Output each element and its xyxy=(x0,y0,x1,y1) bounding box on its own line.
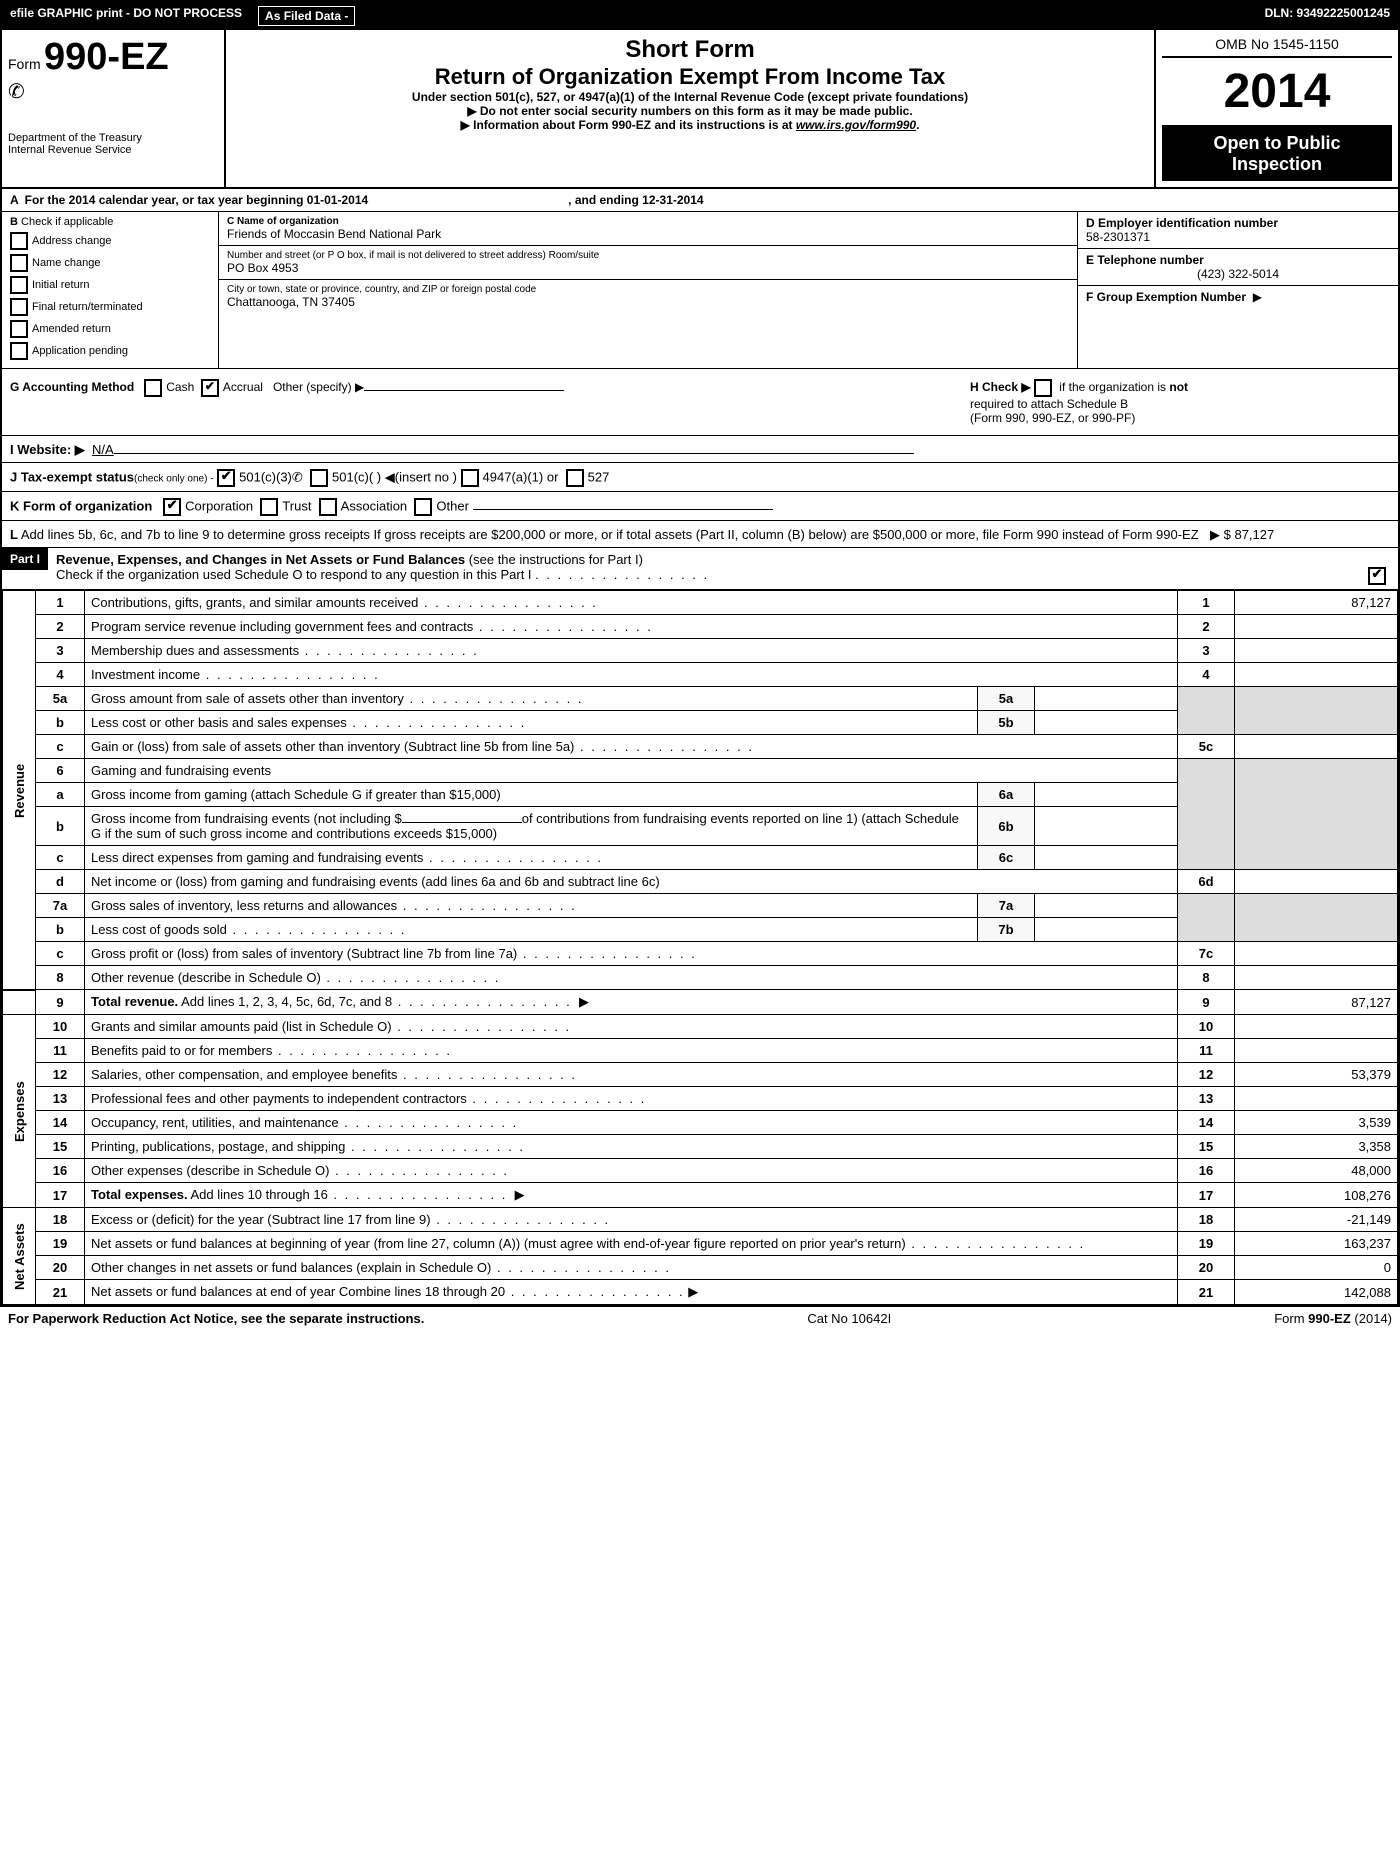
line-2: 2Program service revenue including gover… xyxy=(3,615,1398,639)
line-16-value: 48,000 xyxy=(1235,1159,1398,1183)
dln-number: DLN: 93492225001245 xyxy=(1265,6,1390,26)
financial-table: Revenue 1 Contributions, gifts, grants, … xyxy=(2,590,1398,1305)
row-i-website: I Website: ▶ N/A xyxy=(2,436,1398,463)
phone-value: (423) 322-5014 xyxy=(1086,267,1390,281)
row-k-form-org: K Form of organization ✔Corporation Trus… xyxy=(2,492,1398,521)
check-schedule-o[interactable]: ✔ xyxy=(1368,567,1386,585)
org-street: PO Box 4953 xyxy=(227,261,1069,275)
row-a-tax-year: A For the 2014 calendar year, or tax yea… xyxy=(2,189,1398,212)
part-1-header: Part I Revenue, Expenses, and Changes in… xyxy=(2,548,1398,590)
line-6d: dNet income or (loss) from gaming and fu… xyxy=(3,870,1398,894)
check-accrual[interactable]: ✔ xyxy=(201,379,219,397)
check-schedule-b[interactable] xyxy=(1034,379,1052,397)
line-9: 9Total revenue. Add lines 1, 2, 3, 4, 5c… xyxy=(3,990,1398,1015)
line-12-value: 53,379 xyxy=(1235,1063,1398,1087)
line-18-value: -21,149 xyxy=(1235,1208,1398,1232)
line-15-value: 3,358 xyxy=(1235,1135,1398,1159)
line-20-value: 0 xyxy=(1235,1256,1398,1280)
line-17-value: 108,276 xyxy=(1235,1183,1398,1208)
check-cash[interactable] xyxy=(144,379,162,397)
line-1-value: 87,127 xyxy=(1235,591,1398,615)
irs-link[interactable]: www.irs.gov/form990 xyxy=(796,118,916,132)
info-notice: ▶ Information about Form 990-EZ and its … xyxy=(461,118,796,132)
ssn-notice: ▶ Do not enter social security numbers o… xyxy=(232,104,1148,118)
check-other-org[interactable] xyxy=(414,498,432,516)
line-7c: cGross profit or (loss) from sales of in… xyxy=(3,942,1398,966)
form-ref: 990-EZ xyxy=(1308,1311,1351,1326)
open-public-2: Inspection xyxy=(1162,154,1392,175)
line-15: 15Printing, publications, postage, and s… xyxy=(3,1135,1398,1159)
line-11: 11Benefits paid to or for members11 xyxy=(3,1039,1398,1063)
check-amended-return[interactable] xyxy=(10,320,28,338)
line-14-value: 3,539 xyxy=(1235,1111,1398,1135)
open-public-1: Open to Public xyxy=(1162,133,1392,154)
gross-receipts-value: $ 87,127 xyxy=(1224,527,1275,542)
line-7a: 7aGross sales of inventory, less returns… xyxy=(3,894,1398,918)
website-value: N/A xyxy=(92,442,114,457)
line-21: 21Net assets or fund balances at end of … xyxy=(3,1280,1398,1305)
line-13: 13Professional fees and other payments t… xyxy=(3,1087,1398,1111)
dept-treasury: Department of the Treasury xyxy=(8,132,218,144)
check-trust[interactable] xyxy=(260,498,278,516)
org-city: Chattanooga, TN 37405 xyxy=(227,295,1069,309)
line-19-value: 163,237 xyxy=(1235,1232,1398,1256)
line-16: 16Other expenses (describe in Schedule O… xyxy=(3,1159,1398,1183)
line-3: 3Membership dues and assessments 3 xyxy=(3,639,1398,663)
line-14: 14Occupancy, rent, utilities, and mainte… xyxy=(3,1111,1398,1135)
check-501c3[interactable]: ✔ xyxy=(217,469,235,487)
form-container: efile GRAPHIC print - DO NOT PROCESS As … xyxy=(0,0,1400,1307)
top-bar: efile GRAPHIC print - DO NOT PROCESS As … xyxy=(2,2,1398,30)
form-prefix: Form xyxy=(8,56,41,72)
row-gh: G Accounting Method Cash ✔Accrual Other … xyxy=(2,369,1398,436)
line-5c: cGain or (loss) from sale of assets othe… xyxy=(3,735,1398,759)
org-info-block: B Check if applicable Address change Nam… xyxy=(2,212,1398,369)
line-8: 8Other revenue (describe in Schedule O) … xyxy=(3,966,1398,990)
line-6: 6Gaming and fundraising events xyxy=(3,759,1398,783)
page-footer: For Paperwork Reduction Act Notice, see … xyxy=(0,1307,1400,1330)
as-filed-box: As Filed Data - xyxy=(258,6,355,26)
line-18: Net Assets 18Excess or (deficit) for the… xyxy=(3,1208,1398,1232)
check-name-change[interactable] xyxy=(10,254,28,272)
line-17: 17Total expenses. Add lines 10 through 1… xyxy=(3,1183,1398,1208)
paperwork-notice: For Paperwork Reduction Act Notice, see … xyxy=(8,1311,424,1326)
check-527[interactable] xyxy=(566,469,584,487)
ein-value: 58-2301371 xyxy=(1086,230,1150,244)
catalog-number: Cat No 10642I xyxy=(807,1311,891,1326)
col-b-checkboxes: B Check if applicable Address change Nam… xyxy=(2,212,219,368)
line-9-value: 87,127 xyxy=(1235,990,1398,1015)
check-address-change[interactable] xyxy=(10,232,28,250)
omb-number: OMB No 1545-1150 xyxy=(1162,36,1392,58)
line-5a: 5aGross amount from sale of assets other… xyxy=(3,687,1398,711)
form-number: 990-EZ xyxy=(44,36,169,78)
form-header: Form 990-EZ ✆ Department of the Treasury… xyxy=(2,30,1398,189)
check-initial-return[interactable] xyxy=(10,276,28,294)
line-21-value: 142,088 xyxy=(1235,1280,1398,1305)
efile-notice: efile GRAPHIC print - DO NOT PROCESS xyxy=(10,6,242,26)
row-j-tax-exempt: J Tax-exempt status(check only one) - ✔5… xyxy=(2,463,1398,492)
check-4947[interactable] xyxy=(461,469,479,487)
return-title: Return of Organization Exempt From Incom… xyxy=(232,64,1148,90)
line-1: Revenue 1 Contributions, gifts, grants, … xyxy=(3,591,1398,615)
check-501c[interactable] xyxy=(310,469,328,487)
dept-irs: Internal Revenue Service xyxy=(8,144,218,156)
line-20: 20Other changes in net assets or fund ba… xyxy=(3,1256,1398,1280)
org-name: Friends of Moccasin Bend National Park xyxy=(227,227,1069,241)
short-form-title: Short Form xyxy=(232,36,1148,64)
line-10: Expenses 10Grants and similar amounts pa… xyxy=(3,1015,1398,1039)
check-corporation[interactable]: ✔ xyxy=(163,498,181,516)
line-4: 4Investment income 4 xyxy=(3,663,1398,687)
line-12: 12Salaries, other compensation, and empl… xyxy=(3,1063,1398,1087)
check-application-pending[interactable] xyxy=(10,342,28,360)
tax-year: 2014 xyxy=(1162,58,1392,127)
line-19: 19Net assets or fund balances at beginni… xyxy=(3,1232,1398,1256)
row-l-gross-receipts: L Add lines 5b, 6c, and 7b to line 9 to … xyxy=(2,521,1398,548)
under-section: Under section 501(c), 527, or 4947(a)(1)… xyxy=(232,90,1148,104)
check-final-return[interactable] xyxy=(10,298,28,316)
check-association[interactable] xyxy=(319,498,337,516)
